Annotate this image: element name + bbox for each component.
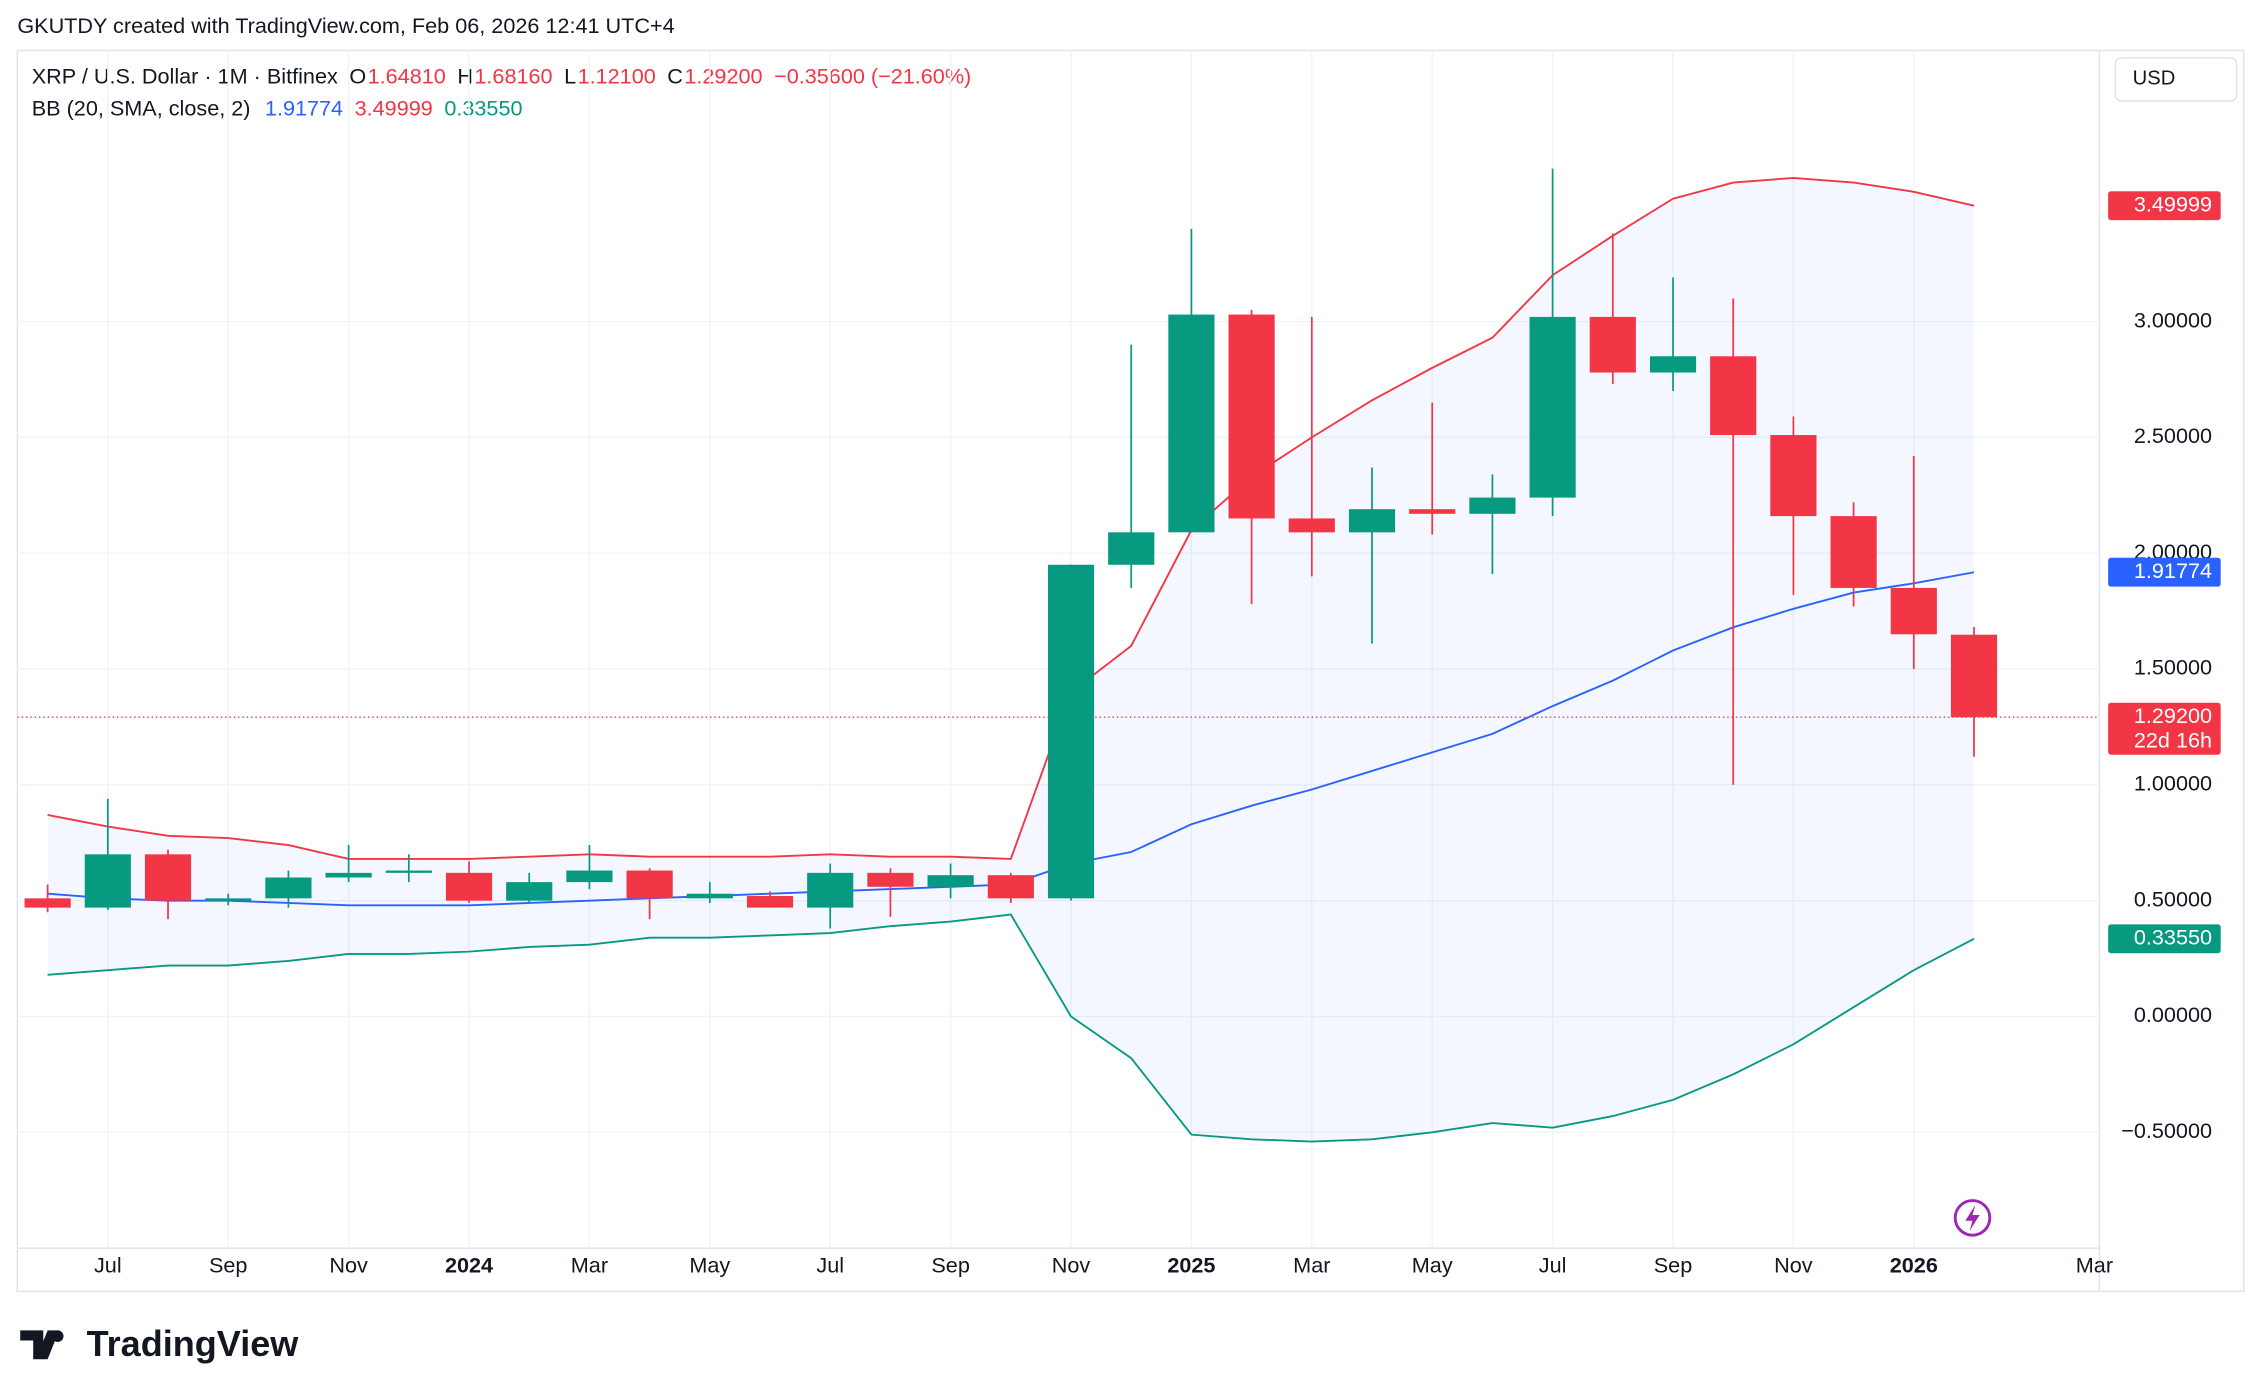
candle-body	[807, 872, 854, 908]
candle-body	[1589, 316, 1636, 373]
candle-body	[1649, 356, 1697, 373]
candle-body	[265, 877, 312, 899]
candle-body	[746, 896, 794, 908]
x-tick-label: 2024	[445, 1253, 493, 1278]
candle-body	[144, 854, 192, 901]
y-tick-label: 1.50000	[2134, 655, 2212, 680]
x-tick-label: Mar	[571, 1253, 608, 1278]
x-tick-label: Nov	[1774, 1253, 1813, 1278]
legend-text: XRP / U.S. Dollar · 1M · Bitfinex	[32, 64, 338, 89]
x-tick-label: Jul	[816, 1253, 844, 1278]
candle-body	[1108, 532, 1155, 565]
candle-body	[205, 898, 252, 901]
price-label: 0.33550	[2134, 924, 2212, 949]
brand-logo: TradingView	[20, 1323, 299, 1364]
candle-body	[506, 882, 553, 901]
legend-text: L	[564, 64, 576, 89]
legend-text: 0.33550	[444, 95, 522, 120]
candle-body	[686, 893, 733, 899]
x-tick-label: Sep	[209, 1253, 247, 1278]
candle-body	[987, 875, 1034, 899]
candle-body	[325, 872, 372, 878]
logo-mark	[20, 1330, 60, 1360]
x-tick-label: Mar	[2076, 1253, 2113, 1278]
x-tick-label: May	[689, 1253, 730, 1278]
band-fill	[47, 177, 1975, 1142]
candle-body	[84, 854, 131, 908]
y-tick-label: 2.50000	[2134, 423, 2212, 448]
candle-body	[1710, 356, 1757, 436]
legend-text: 1.68160	[474, 64, 552, 89]
x-tick-label: May	[1412, 1253, 1453, 1278]
candle-body	[867, 872, 914, 887]
legend-text: 3.49999	[355, 95, 433, 120]
legend-text: 1.12100	[578, 64, 656, 89]
price-label: 3.49999	[2134, 191, 2212, 216]
x-tick-label: 2025	[1167, 1253, 1215, 1278]
band-upper	[47, 176, 1975, 860]
lightning-icon[interactable]	[1953, 1199, 1992, 1237]
candle-body	[1830, 516, 1877, 588]
legend-text: −0.35600 (−21.60%)	[774, 64, 971, 89]
currency-button[interactable]	[2114, 56, 2238, 102]
candle-body	[1770, 435, 1817, 517]
y-tick-label: 1.00000	[2134, 771, 2212, 796]
y-tick-label: 0.50000	[2134, 886, 2212, 911]
x-tick-label: Jul	[94, 1253, 122, 1278]
candle-body	[1409, 509, 1456, 514]
price-label-box	[2108, 191, 2221, 221]
x-tick-label: Sep	[931, 1253, 969, 1278]
candle-body	[445, 872, 493, 901]
x-tick-label: 2026	[1890, 1253, 1938, 1278]
price-label: 1.29200	[2134, 703, 2212, 728]
y-tick-label: −0.50000	[2121, 1118, 2212, 1143]
candle-body	[1228, 314, 1275, 519]
icon-bolt[interactable]	[1965, 1204, 1980, 1231]
price-label-box	[2108, 557, 2221, 587]
x-tick-label: Sep	[1654, 1253, 1692, 1278]
candle-body	[1288, 518, 1335, 533]
price-label-box	[2108, 702, 2221, 755]
x-tick-label: Nov	[329, 1253, 368, 1278]
currency[interactable]: USD	[2133, 68, 2176, 90]
candle-body	[1950, 634, 1998, 718]
candle-body	[626, 870, 673, 899]
x-tick-label: Mar	[1293, 1253, 1330, 1278]
candle-body	[1168, 314, 1215, 533]
candle-body	[1047, 564, 1095, 899]
logo-dot	[51, 1330, 64, 1342]
candle-body	[566, 870, 613, 883]
y-tick-label: 3.00000	[2134, 307, 2212, 332]
candle-body	[927, 875, 974, 887]
candle-body	[1529, 316, 1576, 498]
chart-frame	[16, 49, 2245, 1293]
candle-body	[24, 898, 71, 908]
legend-text: H	[457, 64, 473, 89]
legend-text: 1.64810	[368, 64, 446, 89]
candle-body	[1469, 497, 1516, 514]
band-lower	[47, 913, 1975, 1143]
brand-name: TradingView	[87, 1323, 300, 1364]
legend-text: 1.91774	[265, 95, 343, 120]
legend-text: C	[667, 64, 683, 89]
x-tick-label: Nov	[1052, 1253, 1091, 1278]
legend-text: O	[349, 64, 366, 89]
price-label-box	[2108, 924, 2221, 954]
icon-ring[interactable]	[1953, 1199, 1992, 1237]
candle-body	[1890, 587, 1937, 635]
credit: GKUTDY created with TradingView.com, Feb…	[17, 13, 674, 38]
candle-body	[1348, 509, 1396, 533]
candle-body	[385, 870, 432, 873]
y-tick-label: 0.00000	[2134, 1002, 2212, 1027]
price-label-countdown: 22d 16h	[2134, 727, 2212, 752]
price-label: 1.91774	[2134, 558, 2212, 583]
legend-text: BB (20, SMA, close, 2)	[32, 95, 251, 120]
x-tick-label: Jul	[1539, 1253, 1567, 1278]
legend-text: 1.29200	[684, 64, 762, 89]
